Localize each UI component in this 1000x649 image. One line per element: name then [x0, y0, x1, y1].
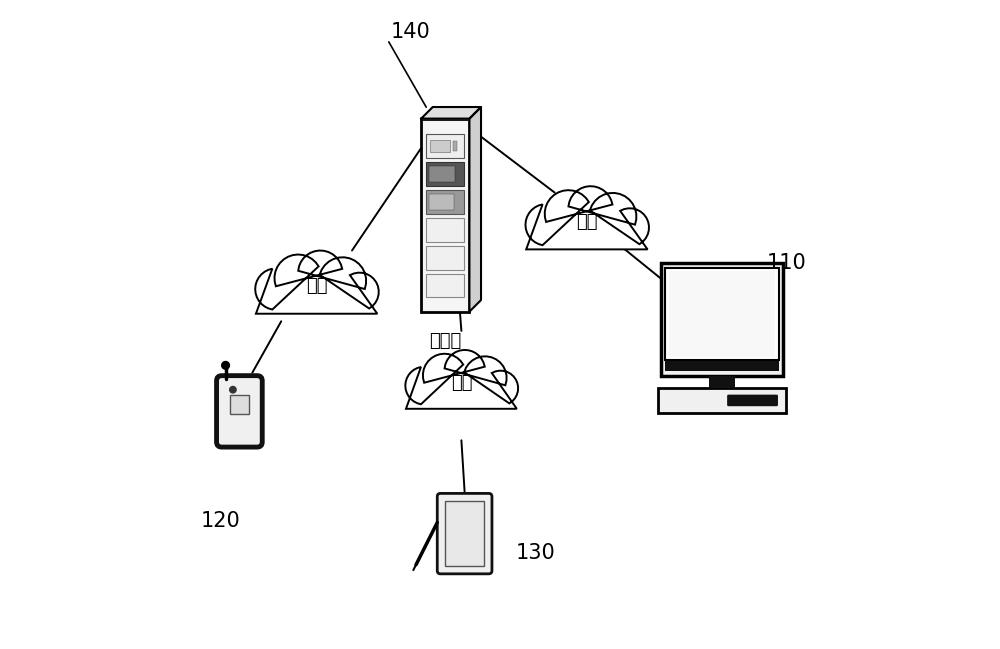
FancyBboxPatch shape — [437, 493, 492, 574]
Text: 服务器: 服务器 — [429, 332, 461, 350]
Polygon shape — [525, 186, 649, 249]
Polygon shape — [421, 107, 481, 119]
FancyBboxPatch shape — [453, 141, 457, 151]
FancyBboxPatch shape — [230, 395, 249, 415]
FancyBboxPatch shape — [430, 140, 450, 153]
FancyBboxPatch shape — [727, 395, 778, 406]
FancyBboxPatch shape — [709, 376, 735, 387]
FancyBboxPatch shape — [426, 190, 464, 214]
FancyBboxPatch shape — [665, 268, 779, 360]
FancyBboxPatch shape — [426, 274, 464, 297]
FancyBboxPatch shape — [661, 263, 783, 376]
Text: 网络: 网络 — [451, 374, 472, 392]
Circle shape — [222, 361, 229, 369]
Text: 网络: 网络 — [576, 213, 598, 231]
FancyBboxPatch shape — [445, 501, 484, 566]
Polygon shape — [469, 107, 481, 312]
FancyBboxPatch shape — [421, 119, 469, 312]
FancyBboxPatch shape — [429, 166, 455, 182]
FancyBboxPatch shape — [426, 134, 464, 158]
FancyBboxPatch shape — [429, 194, 454, 210]
FancyBboxPatch shape — [217, 376, 262, 447]
FancyBboxPatch shape — [426, 162, 464, 186]
Text: 140: 140 — [391, 21, 430, 42]
Text: 110: 110 — [767, 253, 807, 273]
Polygon shape — [255, 251, 379, 313]
FancyBboxPatch shape — [665, 361, 779, 371]
FancyBboxPatch shape — [669, 271, 775, 357]
FancyBboxPatch shape — [426, 218, 464, 241]
FancyBboxPatch shape — [658, 387, 786, 413]
Text: 网络: 网络 — [306, 277, 327, 295]
Polygon shape — [405, 350, 518, 409]
FancyBboxPatch shape — [426, 246, 464, 269]
Circle shape — [230, 387, 236, 393]
Text: 130: 130 — [516, 543, 556, 563]
Text: 120: 120 — [200, 511, 240, 531]
